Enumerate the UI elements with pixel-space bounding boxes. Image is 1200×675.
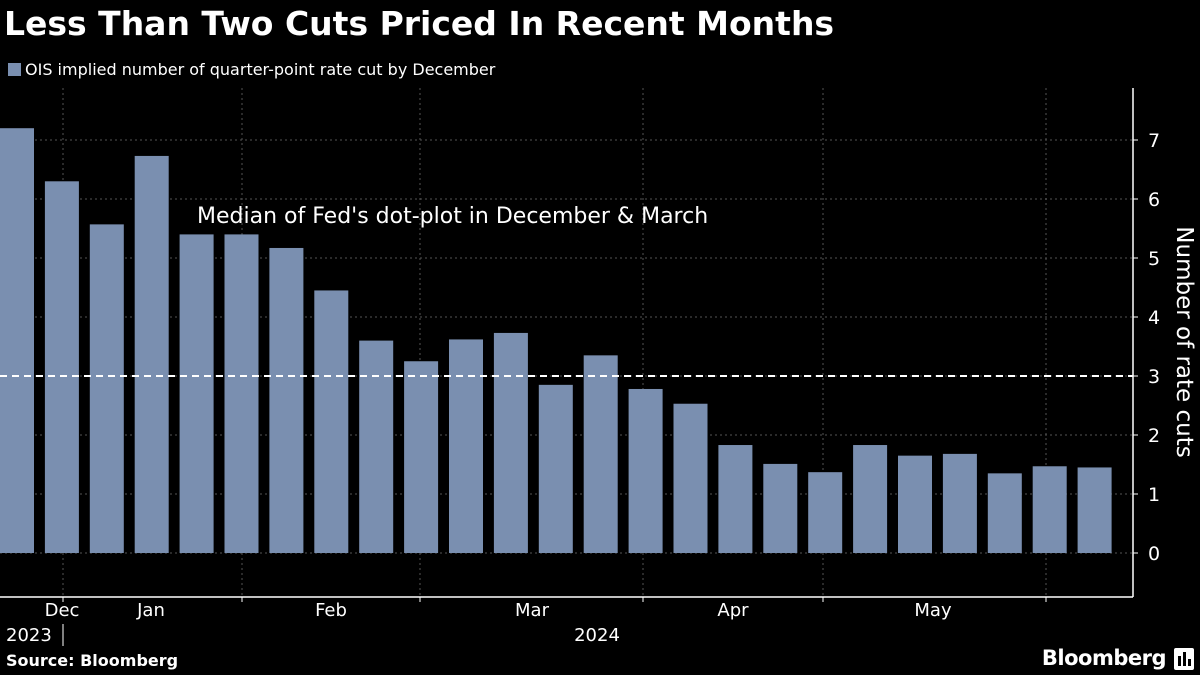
bar — [449, 339, 483, 553]
bar — [1077, 467, 1112, 553]
bar — [898, 455, 932, 553]
y-tick-label: 6 — [1148, 189, 1160, 211]
y-tick-label: 3 — [1148, 366, 1160, 388]
bar — [538, 384, 573, 553]
reference-layer: Median of Fed's dot-plot in December & M… — [0, 204, 1133, 377]
y-axis-title: Number of rate cuts — [1171, 226, 1197, 457]
reference-annotation: Median of Fed's dot-plot in December & M… — [197, 204, 708, 229]
bar — [89, 224, 124, 553]
bar — [269, 247, 304, 553]
bar — [987, 473, 1022, 553]
y-tick-label: 2 — [1148, 425, 1160, 447]
bloomberg-terminal-icon — [1174, 648, 1194, 670]
legend-swatch — [8, 63, 21, 76]
bar — [942, 453, 977, 553]
bar — [179, 234, 214, 553]
y-tick-label: 7 — [1148, 130, 1160, 152]
y-tick-label: 0 — [1148, 543, 1160, 565]
x-month-label: May — [914, 600, 952, 621]
x-month-label: Mar — [515, 600, 550, 621]
bar — [763, 463, 798, 553]
bar — [44, 181, 79, 554]
x-year-label: 2023 — [6, 625, 52, 646]
x-month-label: Jan — [136, 600, 165, 621]
bar — [718, 445, 753, 553]
bar — [628, 388, 663, 553]
bloomberg-logo: Bloomberg — [1041, 646, 1167, 670]
bar — [673, 403, 708, 553]
bar — [314, 290, 349, 553]
bar — [808, 472, 843, 553]
bar — [134, 155, 169, 553]
legend-label: OIS implied number of quarter-point rate… — [25, 60, 496, 79]
bar — [583, 355, 618, 553]
bar — [493, 332, 528, 553]
bar — [224, 234, 259, 553]
y-tick-label: 5 — [1148, 248, 1160, 270]
bar — [853, 445, 888, 553]
x-month-label: Apr — [717, 600, 749, 621]
x-month-label: Feb — [315, 600, 347, 621]
bar — [359, 340, 394, 553]
bars-layer — [0, 128, 1112, 554]
axis-layer: 0 1 2 3 4 5 6 7 Dec Jan Feb Mar Apr May 2023 2024 Number… — [0, 88, 1197, 646]
bar — [0, 128, 34, 553]
x-year-label: 2024 — [574, 625, 620, 646]
legend: OIS implied number of quarter-point rate… — [8, 60, 495, 79]
y-tick-label: 1 — [1148, 484, 1160, 506]
bar — [404, 361, 439, 553]
source-note: Source: Bloomberg — [6, 651, 179, 670]
x-month-label: Dec — [45, 600, 80, 621]
bar — [1032, 466, 1067, 553]
y-tick-label: 4 — [1148, 307, 1160, 329]
chart-title: Less Than Two Cuts Priced In Recent Mont… — [4, 4, 835, 43]
